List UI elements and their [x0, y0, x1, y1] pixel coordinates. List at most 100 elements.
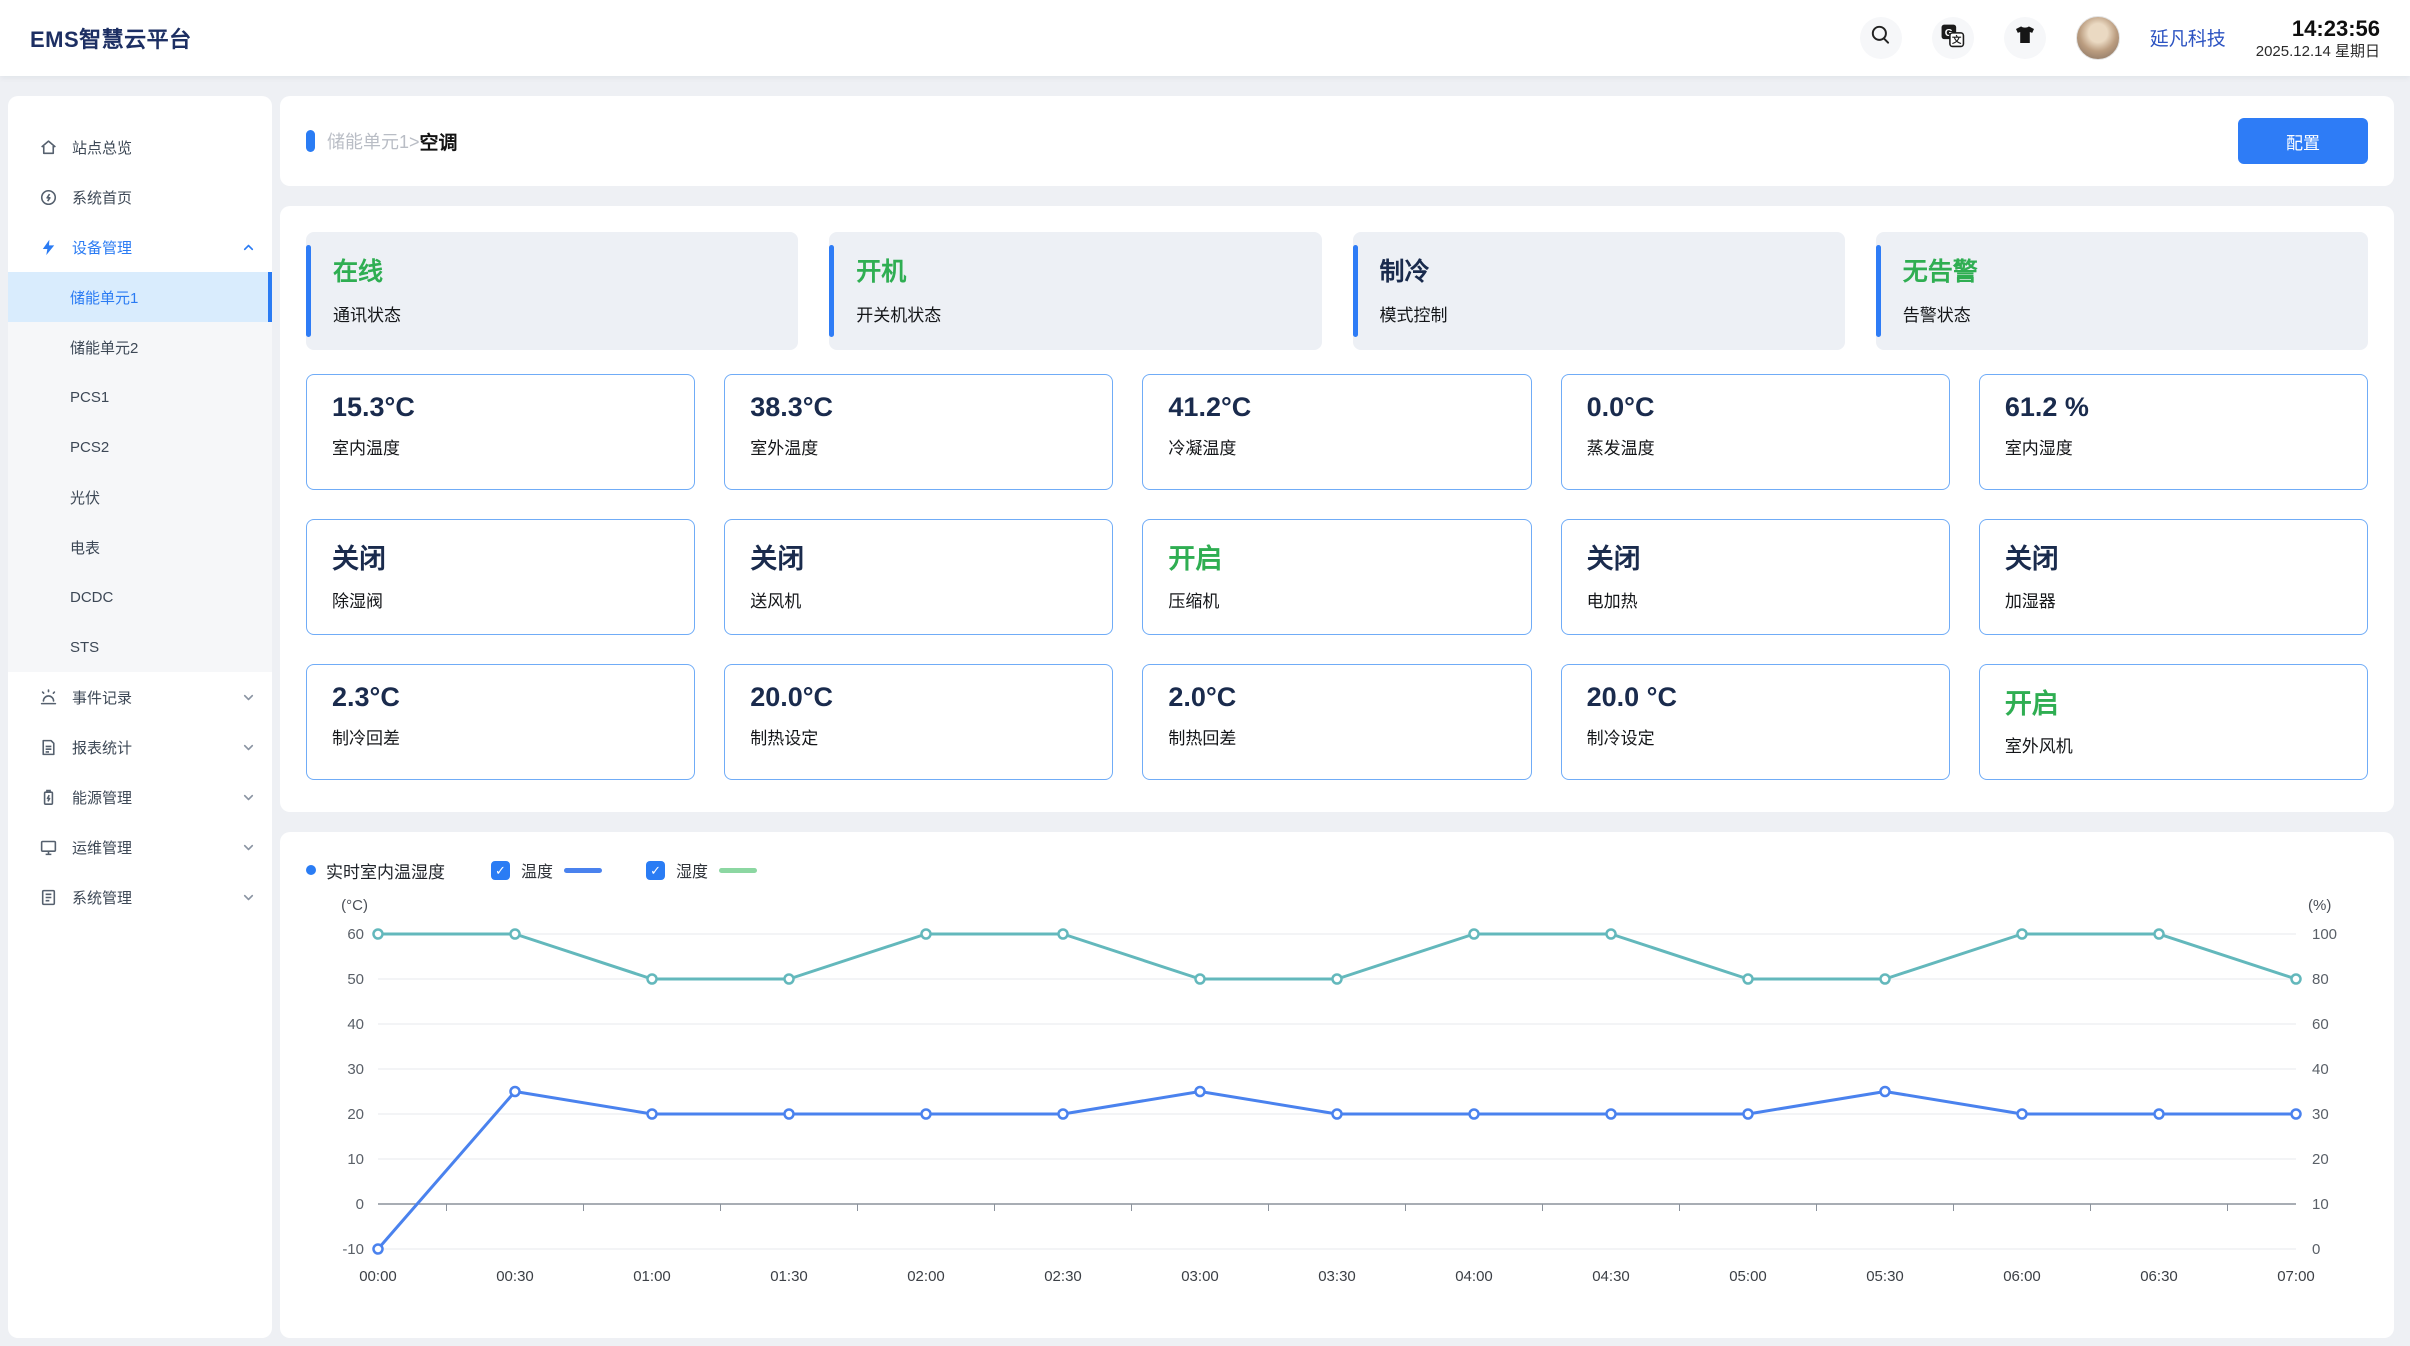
- sidebar-item-device-management[interactable]: 设备管理: [8, 222, 272, 272]
- metric-value: 20.0 °C: [1587, 682, 1949, 713]
- sidebar-item-ops-management[interactable]: 运维管理: [8, 822, 272, 872]
- sysdoc-icon: [38, 887, 58, 907]
- svg-text:文: 文: [1951, 34, 1962, 45]
- metric-value: 开启: [2005, 682, 2367, 721]
- legend-checkbox-icon[interactable]: ✓: [491, 861, 510, 880]
- metric-card[interactable]: 15.3°C室内温度: [306, 374, 695, 490]
- metric-label: 室内湿度: [2005, 434, 2367, 459]
- chart-point: [1744, 975, 1753, 984]
- metric-card[interactable]: 61.2 %室内湿度: [1979, 374, 2368, 490]
- metric-label: 送风机: [750, 587, 1112, 612]
- sidebar-subitem-pcs2[interactable]: PCS2: [8, 422, 272, 472]
- sidebar-item-label: 系统首页: [72, 187, 132, 208]
- chart-point: [1059, 930, 1068, 939]
- right-axis-tick-label: 40: [2312, 1061, 2329, 1078]
- sidebar-submenu: 储能单元1储能单元2PCS1PCS2光伏电表DCDCSTS: [8, 272, 272, 672]
- metric-label: 制热回差: [1168, 724, 1530, 749]
- sidebar-item-label: 站点总览: [72, 137, 132, 158]
- metric-card[interactable]: 20.0°C制热设定: [724, 664, 1113, 780]
- datetime-display: 14:23:56 2025.12.14 星期日: [2256, 16, 2380, 61]
- metric-card[interactable]: 41.2°C冷凝温度: [1142, 374, 1531, 490]
- status-card[interactable]: 开机开关机状态: [829, 232, 1321, 350]
- bolt-icon: [38, 237, 58, 257]
- left-axis-tick-label: 40: [347, 1016, 364, 1033]
- metric-label: 除湿阀: [332, 587, 694, 612]
- chart-point: [1470, 1110, 1479, 1119]
- clock-date: 2025.12.14 星期日: [2256, 43, 2380, 60]
- metric-card[interactable]: 开启压缩机: [1142, 519, 1531, 635]
- sidebar-item-event-log[interactable]: 事件记录: [8, 672, 272, 722]
- config-button[interactable]: 配置: [2238, 118, 2368, 164]
- chevron-down-icon: [241, 790, 256, 805]
- chart-point: [374, 930, 383, 939]
- right-axis-tick-label: 10: [2312, 1196, 2329, 1213]
- metric-value: 关闭: [332, 537, 694, 576]
- chart-point: [1333, 975, 1342, 984]
- status-value: 在线: [333, 252, 798, 288]
- user-avatar[interactable]: [2076, 16, 2120, 60]
- metric-card[interactable]: 0.0°C蒸发温度: [1561, 374, 1950, 490]
- legend-item-温度[interactable]: ✓温度: [491, 858, 602, 882]
- chart-title-dot-icon: [306, 865, 316, 875]
- right-axis-tick-label: 0: [2312, 1241, 2320, 1258]
- translate-button[interactable]: G 文: [1932, 17, 1974, 59]
- breadcrumb-parent[interactable]: 储能单元1>: [327, 128, 420, 154]
- humidity-line: [378, 934, 2296, 979]
- x-axis-label: 07:00: [2277, 1268, 2315, 1285]
- metric-card[interactable]: 38.3°C室外温度: [724, 374, 1113, 490]
- theme-button[interactable]: [2004, 17, 2046, 59]
- sidebar-subitem-sts[interactable]: STS: [8, 622, 272, 672]
- sidebar-item-energy-management[interactable]: 能源管理: [8, 772, 272, 822]
- right-axis-tick-label: 100: [2312, 926, 2337, 943]
- left-axis-tick-label: 50: [347, 971, 364, 988]
- sidebar-item-report-stats[interactable]: 报表统计: [8, 722, 272, 772]
- chart-point: [1470, 930, 1479, 939]
- home-icon: [38, 137, 58, 157]
- sidebar-item-system-home[interactable]: 系统首页: [8, 172, 272, 222]
- x-axis-label: 06:30: [2140, 1268, 2178, 1285]
- status-label: 告警状态: [1903, 301, 2368, 326]
- breadcrumb-panel: 储能单元1> 空调 配置: [280, 96, 2394, 186]
- metric-card-row: 关闭除湿阀关闭送风机开启压缩机关闭电加热关闭加湿器: [306, 519, 2368, 635]
- sidebar-subitem-pcs1[interactable]: PCS1: [8, 372, 272, 422]
- status-card[interactable]: 在线通讯状态: [306, 232, 798, 350]
- sidebar-subitem-dcdc[interactable]: DCDC: [8, 572, 272, 622]
- legend-item-湿度[interactable]: ✓ 湿度: [646, 858, 757, 882]
- sidebar-subitem-pv[interactable]: 光伏: [8, 472, 272, 522]
- x-axis-label: 01:30: [770, 1268, 808, 1285]
- left-axis-tick-label: 60: [347, 926, 364, 943]
- status-card[interactable]: 制冷模式控制: [1353, 232, 1845, 350]
- x-axis-label: 00:30: [496, 1268, 534, 1285]
- metric-card[interactable]: 关闭电加热: [1561, 519, 1950, 635]
- sidebar-item-label: 报表统计: [72, 737, 132, 758]
- search-button[interactable]: [1860, 17, 1902, 59]
- metric-value: 关闭: [2005, 537, 2367, 576]
- sidebar-subitem-meter[interactable]: 电表: [8, 522, 272, 572]
- sidebar-item-site-overview[interactable]: 站点总览: [8, 122, 272, 172]
- metric-card[interactable]: 关闭送风机: [724, 519, 1113, 635]
- sidebar-subitem-unit2[interactable]: 储能单元2: [8, 322, 272, 372]
- left-axis-unit-label: (°C): [341, 897, 368, 914]
- top-bar: EMS智慧云平台 G 文 延凡科技 14:23:56: [0, 0, 2410, 76]
- metric-card[interactable]: 开启室外风机: [1979, 664, 2368, 780]
- metric-label: 电加热: [1587, 587, 1949, 612]
- legend-label: 湿度: [676, 858, 708, 882]
- left-axis-tick-label: 10: [347, 1151, 364, 1168]
- metric-card[interactable]: 20.0 °C制冷设定: [1561, 664, 1950, 780]
- metric-value: 开启: [1168, 537, 1530, 576]
- status-card[interactable]: 无告警告警状态: [1876, 232, 2368, 350]
- chart-point: [2155, 930, 2164, 939]
- metric-card[interactable]: 关闭除湿阀: [306, 519, 695, 635]
- sidebar-item-system-management[interactable]: 系统管理: [8, 872, 272, 922]
- status-label: 通讯状态: [333, 301, 798, 326]
- sidebar-subitem-unit1[interactable]: 储能单元1: [8, 272, 272, 322]
- metric-card[interactable]: 关闭加湿器: [1979, 519, 2368, 635]
- x-axis-label: 03:30: [1318, 1268, 1356, 1285]
- legend-checkbox-icon[interactable]: ✓: [646, 861, 665, 880]
- gauge-icon: [38, 187, 58, 207]
- chart-panel: 实时室内温湿度 ✓温度✓湿度 6010050804060304020301020…: [280, 832, 2394, 1338]
- metric-label: 冷凝温度: [1168, 434, 1530, 459]
- metric-card[interactable]: 2.3°C制冷回差: [306, 664, 695, 780]
- metric-card[interactable]: 2.0°C制热回差: [1142, 664, 1531, 780]
- metric-card-row: 2.3°C制冷回差20.0°C制热设定2.0°C制热回差20.0 °C制冷设定开…: [306, 664, 2368, 780]
